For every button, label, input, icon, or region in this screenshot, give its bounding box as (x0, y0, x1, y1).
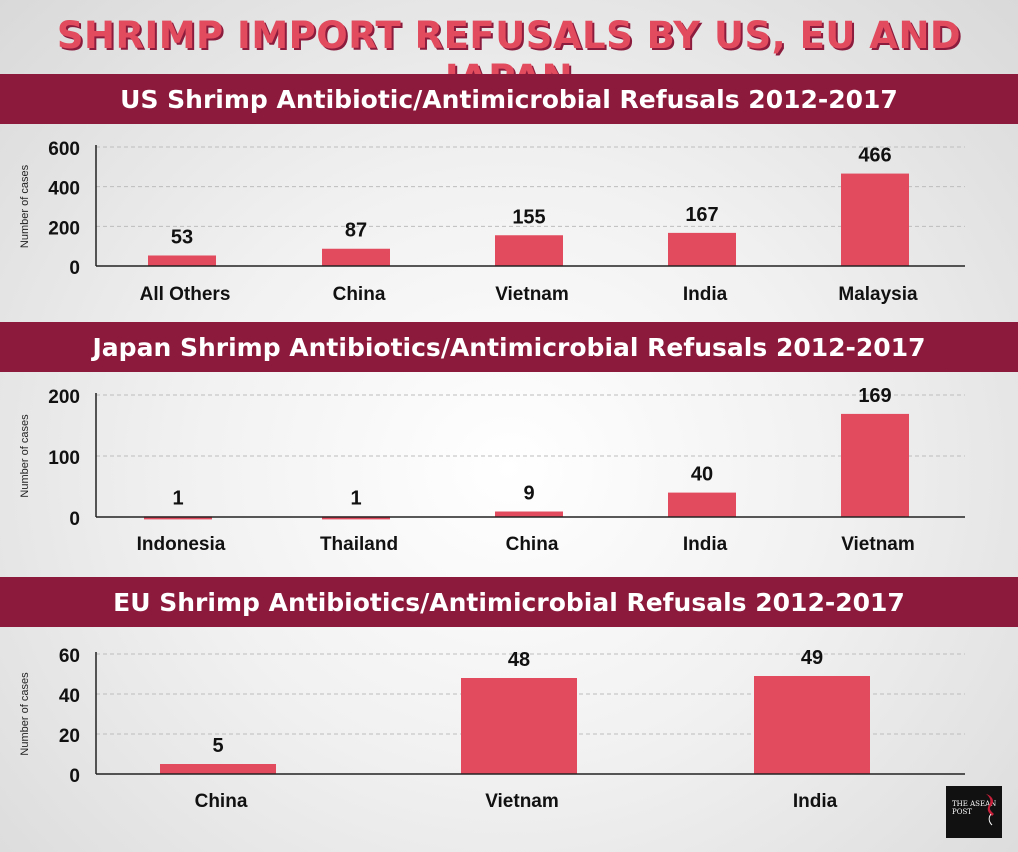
data-label: 40 (691, 464, 713, 486)
category-label: Indonesia (137, 534, 226, 555)
bar (841, 413, 909, 517)
logo-text: THE ASEAN POST (952, 800, 997, 816)
eu-refusals-chart: 0 20 40 60 Number of cases 5 China 48 Vietnam 49 I… (19, 646, 965, 812)
bar (144, 516, 212, 520)
category-label: China (333, 284, 386, 305)
y-tick-label: 0 (69, 509, 80, 530)
y-tick-label: 600 (48, 139, 80, 160)
y-tick-label: 100 (48, 448, 80, 469)
data-label: 5 (212, 735, 223, 757)
y-axis-title: Number of cases (19, 164, 31, 248)
data-label: 49 (801, 647, 823, 669)
data-label: 48 (508, 649, 530, 671)
bar (160, 764, 276, 774)
japan-chart-banner: Japan Shrimp Antibiotics/Antimicrobial R… (0, 322, 1018, 372)
category-label: India (683, 284, 728, 305)
category-label: Vietnam (841, 534, 915, 555)
bar (322, 248, 390, 266)
bar (841, 173, 909, 266)
data-label: 1 (350, 487, 361, 509)
asean-post-logo: THE ASEAN POST (946, 786, 1002, 838)
bar (668, 232, 736, 266)
y-tick-label: 0 (69, 766, 80, 787)
y-tick-label: 20 (59, 726, 80, 747)
bar (495, 235, 563, 266)
category-label: Thailand (320, 534, 398, 555)
category-label: India (683, 534, 728, 555)
category-label: Vietnam (495, 284, 569, 305)
data-label: 87 (345, 220, 367, 242)
us-chart-banner: US Shrimp Antibiotic/Antimicrobial Refus… (0, 74, 1018, 124)
data-label: 53 (171, 226, 193, 248)
category-label: China (195, 791, 248, 812)
bar (754, 676, 870, 774)
japan-refusals-chart: 0 100 200 Number of cases 1 Indonesia 1 Thailan… (19, 385, 965, 555)
bar (495, 511, 563, 517)
data-label: 1 (172, 487, 183, 509)
bar (461, 678, 577, 774)
y-axis-title: Number of cases (19, 414, 31, 498)
data-label: 9 (523, 483, 534, 505)
y-axis-title: Number of cases (19, 672, 31, 756)
bar (668, 492, 736, 517)
us-refusals-chart: 0 200 400 600 Number of cases 53 All Others 87 C… (19, 139, 965, 305)
data-label: 167 (685, 204, 718, 226)
y-tick-label: 200 (48, 218, 80, 239)
y-tick-label: 400 (48, 179, 80, 200)
bar (322, 516, 390, 520)
category-label: All Others (140, 284, 231, 305)
y-tick-label: 200 (48, 387, 80, 408)
y-tick-label: 40 (59, 686, 80, 707)
eu-chart-banner: EU Shrimp Antibiotics/Antimicrobial Refu… (0, 577, 1018, 627)
category-label: Malaysia (838, 284, 918, 305)
category-label: China (506, 534, 559, 555)
data-label: 466 (858, 145, 891, 167)
bird-icon (986, 794, 994, 826)
category-label: India (793, 791, 838, 812)
y-tick-label: 60 (59, 646, 80, 667)
category-label: Vietnam (485, 791, 559, 812)
data-label: 169 (858, 385, 891, 407)
bar (148, 255, 216, 266)
y-tick-label: 0 (69, 258, 80, 279)
data-label: 155 (512, 206, 545, 228)
